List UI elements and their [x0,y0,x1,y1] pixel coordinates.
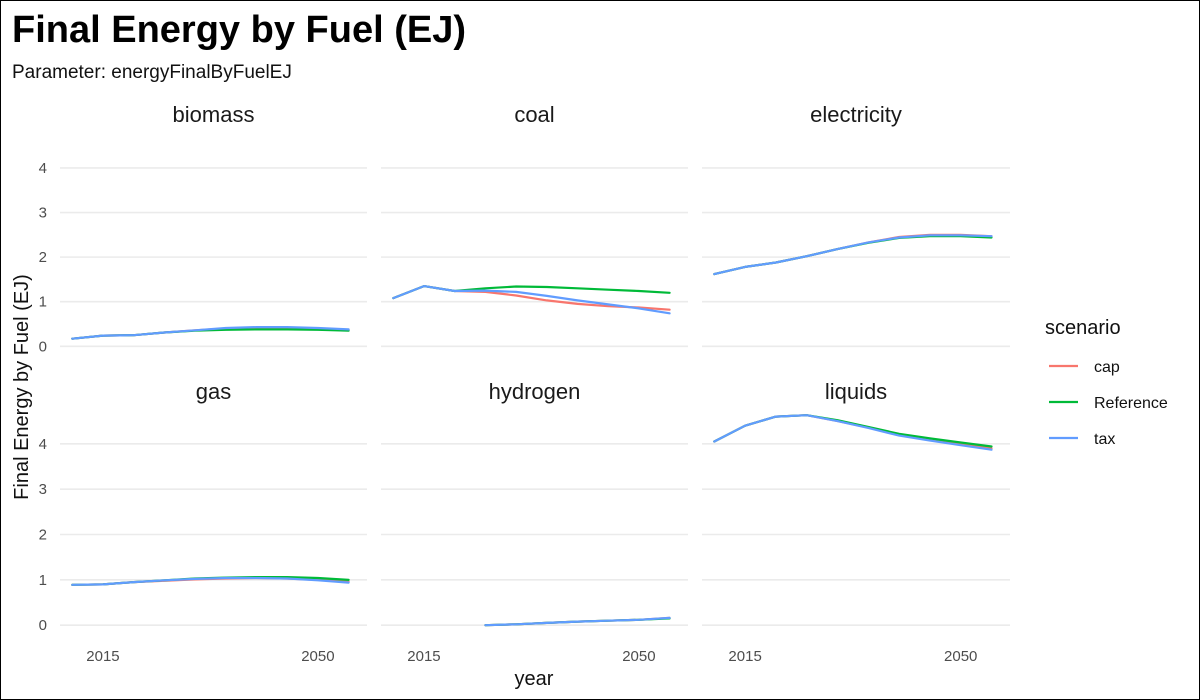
x-tick-label: 2015 [407,648,440,665]
x-tick-label: 2050 [301,648,334,665]
legend-label: cap [1094,359,1120,376]
facet-panel-electricity: electricity [702,102,1010,348]
facet-strip-label: liquids [825,379,887,404]
x-axis-label: year [515,668,554,690]
y-tick-label: 3 [39,205,47,222]
y-axis-label: Final Energy by Fuel (EJ) [11,274,33,500]
facet-panel-coal: coal [381,102,688,348]
series-line-tax [713,234,993,276]
y-tick-label: 0 [39,617,47,634]
series-line-cap [713,233,993,276]
legend-entry-tax: tax [1049,431,1115,448]
facet-strip-label: hydrogen [489,379,581,404]
legend-title: scenario [1045,317,1121,339]
facet-panels: biomass 0 1 2 3 4 coal electricity gas 0 1 2 3 4 2015 2… [39,102,1010,665]
legend-label: Reference [1094,395,1168,412]
series-line-tax [71,576,350,586]
series-line-tax [484,616,671,627]
facet-panel-hydrogen: hydrogen 2015 2050 [381,379,688,665]
legend: scenario cap Reference tax [1045,317,1168,448]
x-tick-label: 2015 [728,648,761,665]
x-tick-label: 2015 [86,648,119,665]
x-tick-label: 2050 [622,648,655,665]
chart-subtitle: Parameter: energyFinalByFuelEJ [12,62,292,83]
legend-entry-reference: Reference [1049,395,1168,412]
chart-title: Final Energy by Fuel (EJ) [12,9,466,51]
series-line-tax [713,414,993,451]
y-tick-label: 4 [39,160,47,177]
series-line-reference [713,235,993,276]
facet-strip-label: coal [514,102,554,127]
series-line-reference [71,328,350,340]
facet-strip-label: electricity [810,102,902,127]
y-tick-label: 1 [39,294,47,311]
legend-label: tax [1094,431,1115,448]
facet-panel-liquids: liquids 2015 2050 [702,379,1010,665]
facet-strip-label: biomass [173,102,255,127]
facet-strip-label: gas [196,379,231,404]
series-line-reference [713,414,993,448]
y-tick-label: 0 [39,338,47,355]
legend-entry-cap: cap [1049,359,1120,376]
y-tick-label: 1 [39,572,47,589]
series-line-tax [392,285,671,315]
y-tick-label: 2 [39,249,47,266]
y-tick-label: 4 [39,436,47,453]
x-tick-label: 2050 [944,648,977,665]
facet-panel-gas: gas 0 1 2 3 4 2015 2050 [39,379,367,665]
series-line-tax [71,326,350,340]
facet-panel-biomass: biomass 0 1 2 3 4 [39,102,367,355]
y-tick-label: 3 [39,481,47,498]
y-tick-label: 2 [39,527,47,544]
